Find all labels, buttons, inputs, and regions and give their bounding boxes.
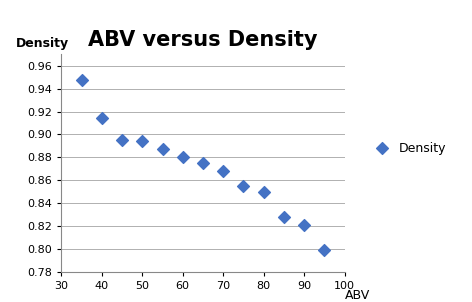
Density	[199, 161, 207, 165]
Density	[78, 77, 85, 82]
Density	[240, 184, 247, 188]
Density	[159, 147, 166, 152]
Density	[300, 223, 308, 227]
Text: Density: Density	[16, 37, 69, 50]
Text: ABV: ABV	[345, 289, 370, 302]
Title: ABV versus Density: ABV versus Density	[88, 30, 318, 50]
Density	[280, 214, 287, 219]
Density	[320, 248, 328, 252]
Density	[219, 169, 227, 174]
Density	[118, 138, 126, 143]
Density	[260, 189, 268, 194]
Density	[98, 116, 106, 121]
Density	[138, 139, 146, 144]
Legend: Density: Density	[365, 137, 451, 160]
Density	[179, 155, 186, 160]
